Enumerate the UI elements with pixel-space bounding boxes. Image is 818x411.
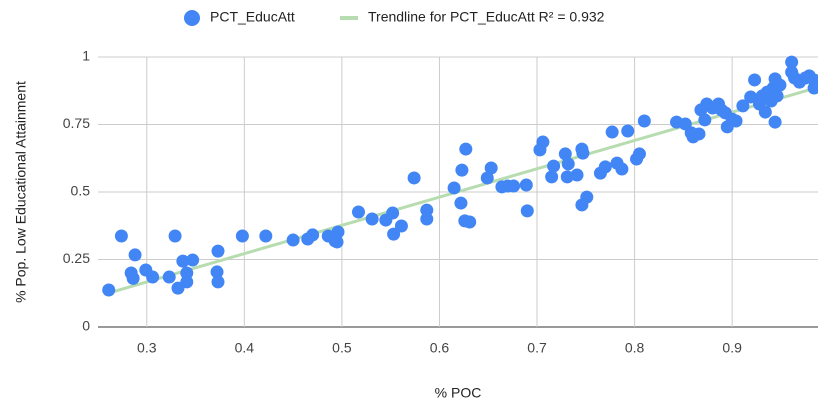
y-tick-label: 0.5 bbox=[71, 183, 91, 199]
point bbox=[785, 55, 799, 69]
x-tick-label: 0.9 bbox=[722, 340, 742, 356]
point bbox=[454, 196, 468, 210]
point bbox=[520, 204, 534, 218]
point bbox=[176, 254, 190, 268]
point bbox=[547, 159, 561, 173]
point bbox=[736, 99, 750, 113]
point bbox=[545, 170, 559, 184]
point bbox=[114, 229, 128, 243]
point bbox=[180, 275, 194, 289]
x-tick-label: 0.8 bbox=[625, 340, 645, 356]
point bbox=[729, 114, 743, 128]
point bbox=[637, 114, 651, 128]
point bbox=[605, 125, 619, 139]
point bbox=[570, 168, 584, 182]
point bbox=[186, 253, 200, 267]
point bbox=[168, 229, 182, 243]
y-axis-title: % Pop. Low Educational Attainment bbox=[13, 81, 29, 303]
point bbox=[447, 181, 461, 195]
point bbox=[807, 81, 818, 95]
point bbox=[420, 212, 434, 226]
y-tick-label: 0 bbox=[82, 318, 90, 334]
x-tick-label: 0.5 bbox=[332, 340, 352, 356]
point bbox=[128, 248, 142, 262]
point bbox=[455, 163, 469, 177]
point bbox=[698, 113, 712, 127]
point bbox=[407, 171, 421, 185]
point bbox=[758, 105, 772, 119]
point bbox=[211, 275, 225, 289]
legend-marker bbox=[184, 10, 200, 26]
point bbox=[394, 219, 408, 233]
point bbox=[480, 171, 494, 185]
point bbox=[744, 90, 758, 104]
point bbox=[598, 160, 612, 174]
point bbox=[235, 229, 249, 243]
plot-area bbox=[102, 55, 818, 297]
y-tick-label: 1 bbox=[82, 48, 90, 64]
point bbox=[331, 225, 345, 239]
legend-label: PCT_EducAtt bbox=[210, 9, 295, 25]
point bbox=[484, 161, 498, 175]
point bbox=[632, 147, 646, 161]
point bbox=[365, 212, 379, 226]
point bbox=[615, 162, 629, 176]
point bbox=[126, 271, 140, 285]
point bbox=[507, 179, 521, 193]
point bbox=[519, 178, 533, 192]
x-tick-label: 0.6 bbox=[430, 340, 450, 356]
point bbox=[576, 146, 590, 160]
point bbox=[330, 235, 344, 249]
point bbox=[692, 127, 706, 141]
point bbox=[459, 142, 473, 156]
point bbox=[259, 229, 273, 243]
point bbox=[146, 270, 160, 284]
y-tick-label: 0.25 bbox=[63, 250, 90, 266]
legend-label: Trendline for PCT_EducAtt R² = 0.932 bbox=[368, 9, 605, 25]
y-tick-label: 0.75 bbox=[63, 115, 90, 131]
x-tick-label: 0.7 bbox=[527, 340, 547, 356]
point bbox=[180, 266, 194, 280]
point bbox=[768, 115, 782, 129]
point bbox=[162, 270, 176, 284]
point bbox=[387, 227, 401, 241]
trendline bbox=[107, 85, 818, 295]
point bbox=[770, 89, 784, 103]
point bbox=[621, 124, 635, 138]
point bbox=[351, 205, 365, 219]
point bbox=[561, 157, 575, 171]
point bbox=[773, 78, 787, 92]
x-tick-label: 0.4 bbox=[235, 340, 255, 356]
point bbox=[463, 215, 477, 229]
point bbox=[558, 147, 572, 161]
point bbox=[286, 233, 300, 247]
point bbox=[211, 244, 225, 258]
point bbox=[386, 206, 400, 220]
point bbox=[102, 283, 116, 297]
x-axis-title: % POC bbox=[435, 385, 482, 401]
point bbox=[536, 135, 550, 149]
point bbox=[210, 265, 224, 279]
point bbox=[748, 73, 762, 87]
x-tick-label: 0.3 bbox=[137, 340, 157, 356]
point bbox=[306, 228, 320, 242]
point bbox=[420, 203, 434, 217]
point bbox=[560, 170, 574, 184]
point bbox=[580, 190, 594, 204]
